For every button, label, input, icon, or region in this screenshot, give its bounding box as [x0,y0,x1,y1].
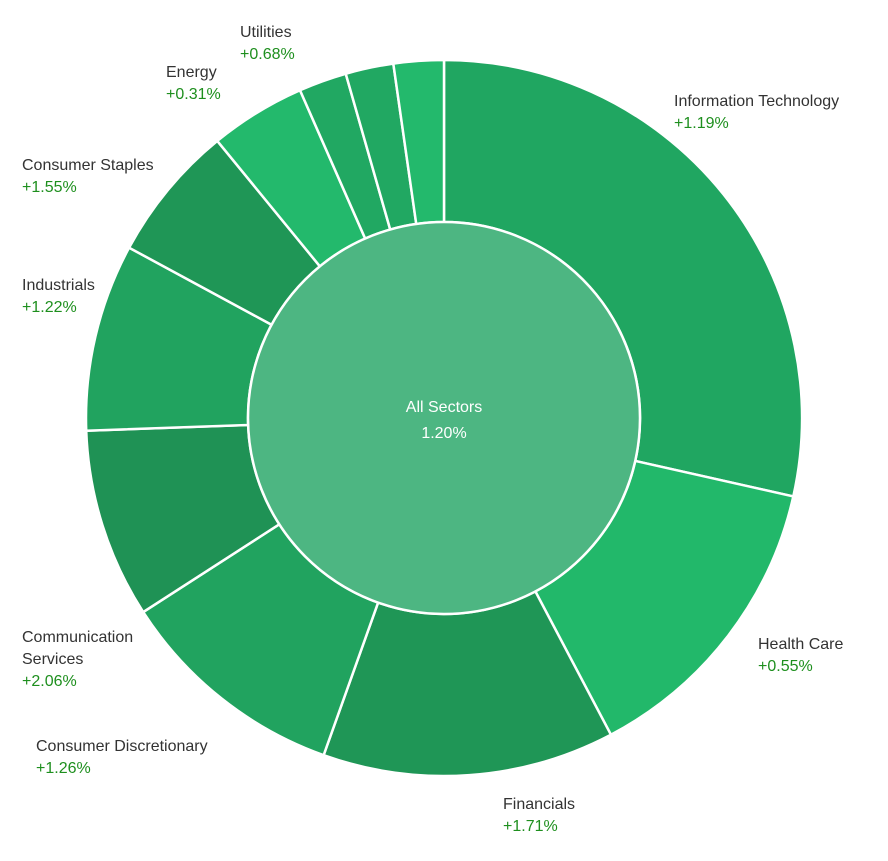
label-name-financials: Financials [503,796,575,813]
label-change-communication-services: +2.06% [22,673,77,690]
label-change-utilities: +0.68% [240,46,295,63]
label-name-communication-services-1: Communication [22,629,133,646]
label-name-industrials: Industrials [22,277,95,294]
label-change-consumer-staples: +1.55% [22,179,77,196]
label-name-consumer-discretionary: Consumer Discretionary [36,738,208,755]
label-name-consumer-staples: Consumer Staples [22,157,154,174]
slices-group [84,58,804,778]
label-name-utilities: Utilities [240,24,292,41]
label-change-health-care: +0.55% [758,658,813,675]
center-label: All Sectors [406,399,482,416]
center-circle[interactable] [246,220,642,616]
label-change-financials: +1.71% [503,818,558,835]
label-name-energy: Energy [166,64,217,81]
label-name-health-care: Health Care [758,636,843,653]
label-name-communication-services-2: Services [22,651,83,668]
center-value: 1.20% [421,425,466,442]
labels-group: Information Technology +1.19% Health Care +… [22,24,843,835]
label-change-industrials: +1.22% [22,299,77,316]
label-name-information-technology: Information Technology [674,93,839,110]
label-change-energy: +0.31% [166,86,221,103]
label-change-consumer-discretionary: +1.26% [36,760,91,777]
label-change-information-technology: +1.19% [674,115,729,132]
